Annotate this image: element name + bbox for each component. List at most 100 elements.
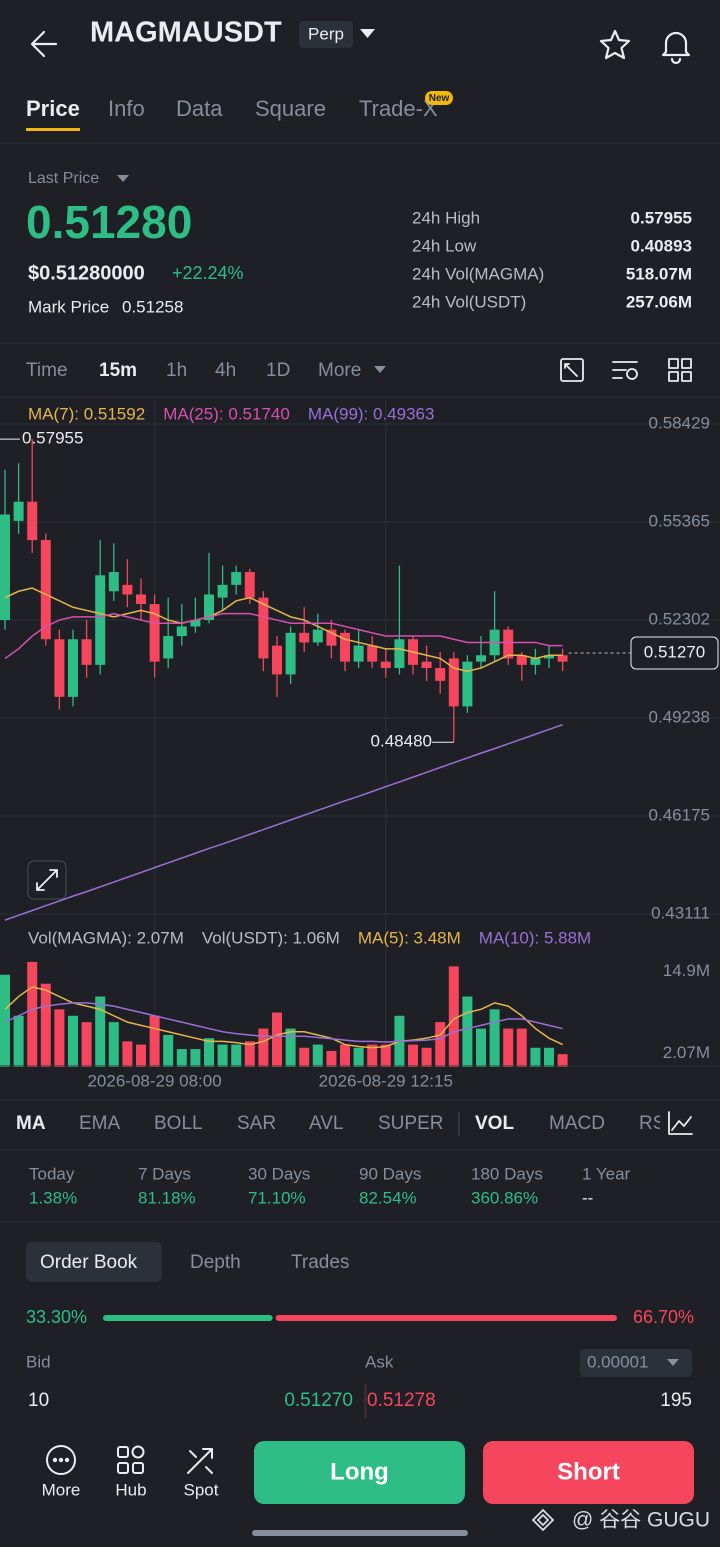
tab-underline bbox=[26, 128, 80, 131]
candle-body bbox=[340, 632, 350, 662]
interval[interactable]: 1D bbox=[266, 360, 290, 381]
indicator-fade bbox=[660, 1104, 720, 1144]
volume-bar bbox=[272, 1012, 282, 1067]
interval[interactable]: 4h bbox=[215, 360, 236, 381]
ma-legend: MA(25): 0.51740 bbox=[163, 404, 290, 423]
interval[interactable]: Time bbox=[26, 360, 68, 381]
precision-dropdown[interactable] bbox=[667, 1359, 679, 1366]
volume-bar bbox=[0, 974, 10, 1067]
alert-icon[interactable] bbox=[661, 31, 691, 65]
indicator[interactable]: AVL bbox=[309, 1113, 344, 1134]
bottom-item[interactable]: Hub bbox=[115, 1480, 146, 1499]
last-price-dropdown[interactable] bbox=[117, 175, 129, 182]
indicator[interactable]: RS bbox=[639, 1113, 665, 1134]
candle-body bbox=[326, 629, 337, 646]
volume-bar bbox=[122, 1041, 133, 1067]
volume-bar bbox=[54, 1009, 65, 1067]
ma-line bbox=[4, 587, 563, 673]
volume-bar bbox=[95, 996, 106, 1067]
indicator[interactable]: VOL bbox=[475, 1113, 514, 1134]
volume-bar bbox=[204, 1038, 214, 1067]
symbol-dropdown[interactable] bbox=[360, 29, 375, 38]
order-book-tab[interactable]: Trades bbox=[291, 1252, 349, 1273]
short-button[interactable] bbox=[483, 1441, 694, 1504]
fullscreen-button[interactable] bbox=[27, 860, 67, 900]
volume-bar bbox=[435, 1022, 446, 1067]
vol-legend: MA(5): 3.48M bbox=[358, 928, 461, 947]
tab[interactable]: Price bbox=[26, 96, 80, 121]
indicator[interactable]: BOLL bbox=[154, 1113, 203, 1134]
volume-bar bbox=[312, 1044, 323, 1067]
indicator[interactable]: MA bbox=[16, 1113, 46, 1134]
chart-tools[interactable] bbox=[560, 358, 692, 382]
stat-label: 24h Low bbox=[412, 236, 477, 255]
home-indicator bbox=[252, 1530, 468, 1536]
tab[interactable]: Data bbox=[176, 96, 223, 121]
candle-body bbox=[81, 639, 92, 665]
stat-value: 518.07M bbox=[626, 264, 692, 283]
bottom-item[interactable]: Spot bbox=[184, 1480, 219, 1499]
vol-legend: MA(10): 5.88M bbox=[479, 928, 591, 947]
perf-label: 180 Days bbox=[471, 1164, 543, 1183]
volume-bar bbox=[367, 1044, 378, 1067]
volume-bar bbox=[476, 1028, 486, 1067]
order-book-tab[interactable]: Order Book bbox=[40, 1252, 138, 1273]
volume-bar bbox=[163, 1034, 174, 1067]
tab[interactable]: Info bbox=[108, 96, 145, 121]
ma-legend: MA(7): 0.51592 bbox=[28, 404, 145, 423]
candle-body bbox=[136, 594, 146, 605]
tab[interactable]: Trade-X bbox=[359, 96, 438, 121]
candle-body bbox=[176, 626, 187, 637]
ma-line bbox=[4, 723, 563, 921]
candle-body bbox=[312, 629, 323, 643]
candle-body bbox=[503, 629, 514, 659]
candle-body bbox=[108, 572, 119, 592]
volume-bar bbox=[68, 1015, 78, 1067]
x-tick-label: 2026-08-29 12:15 bbox=[319, 1071, 453, 1090]
favorite-icon[interactable] bbox=[599, 29, 631, 60]
bid-ratio-bar bbox=[103, 1315, 273, 1321]
bottom-item[interactable]: More bbox=[42, 1480, 81, 1499]
watermark: @ 谷谷 GUGU bbox=[572, 1509, 710, 1532]
candle-body bbox=[299, 632, 310, 643]
indicator[interactable]: MACD bbox=[549, 1113, 605, 1134]
bid-price: 0.51270 bbox=[284, 1390, 353, 1411]
perf-label: 7 Days bbox=[138, 1164, 191, 1183]
candle-body bbox=[95, 575, 106, 665]
long-button[interactable] bbox=[254, 1441, 465, 1504]
precision-select-bg[interactable] bbox=[580, 1349, 692, 1377]
bottom-icons[interactable] bbox=[46, 1445, 213, 1475]
indicator[interactable]: SUPER bbox=[378, 1113, 443, 1134]
interval[interactable]: More bbox=[318, 360, 361, 381]
stat-label: 24h Vol(USDT) bbox=[412, 292, 526, 311]
vol-tick-label: 14.9M bbox=[663, 961, 710, 980]
indicator[interactable]: SAR bbox=[237, 1113, 276, 1134]
current-price: 0.51270 bbox=[644, 642, 705, 661]
order-book-tab[interactable]: Depth bbox=[190, 1252, 241, 1273]
y-tick-label: 0.52302 bbox=[649, 609, 710, 628]
volume-bar bbox=[149, 1015, 160, 1067]
bid-qty: 10 bbox=[28, 1390, 49, 1411]
vol-tick-label: 2.07M bbox=[663, 1043, 710, 1062]
stat-label: 24h Vol(MAGMA) bbox=[412, 264, 544, 283]
candle-body bbox=[448, 658, 459, 707]
back-button[interactable] bbox=[30, 30, 58, 58]
candle-body bbox=[40, 540, 51, 640]
ma-legend: MA(99): 0.49363 bbox=[308, 404, 435, 423]
new-badge-bg bbox=[425, 91, 453, 105]
candle-body bbox=[353, 645, 364, 662]
indicator-settings[interactable] bbox=[668, 1111, 693, 1135]
stat-value: 0.57955 bbox=[631, 208, 692, 227]
long-label[interactable]: Long bbox=[330, 1458, 389, 1485]
more-dropdown[interactable] bbox=[374, 366, 386, 373]
ma-line bbox=[4, 612, 563, 660]
indicator[interactable]: EMA bbox=[79, 1113, 121, 1134]
interval[interactable]: 1h bbox=[166, 360, 187, 381]
precision[interactable]: 0.00001 bbox=[587, 1352, 648, 1371]
candle-body bbox=[435, 668, 446, 681]
short-label[interactable]: Short bbox=[557, 1458, 620, 1485]
candle-body bbox=[367, 645, 378, 662]
interval[interactable]: 15m bbox=[99, 360, 137, 381]
volume-bar bbox=[489, 1009, 500, 1067]
tab[interactable]: Square bbox=[255, 96, 326, 121]
